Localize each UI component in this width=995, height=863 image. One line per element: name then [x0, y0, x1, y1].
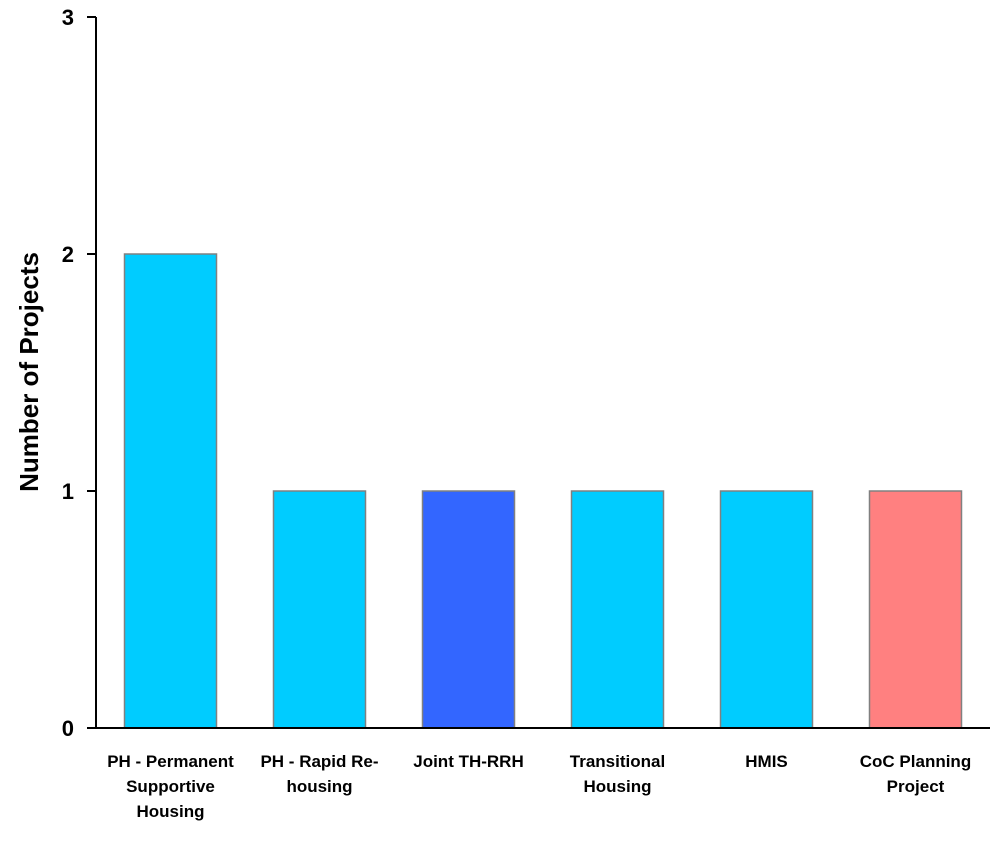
y-tick-label: 3: [62, 5, 74, 30]
x-tick-label: Transitional Housing: [569, 752, 666, 796]
y-tick-label: 0: [62, 716, 74, 741]
bar: [719, 490, 814, 729]
y-tick-label: 2: [62, 242, 74, 267]
bars: [123, 253, 963, 729]
x-tick-label: PH - Permanent Supportive Housing: [107, 752, 234, 821]
y-axis-label: Number of Projects: [14, 252, 44, 492]
bar: [123, 253, 218, 729]
x-tick-label: CoC Planning Project: [859, 752, 972, 796]
x-tick-label: PH - Rapid Re-housing: [260, 752, 379, 796]
bar: [570, 490, 665, 729]
y-tick-label: 1: [62, 479, 74, 504]
bar: [868, 490, 963, 729]
x-tick-label: Joint TH-RRH: [413, 752, 524, 771]
bar: [421, 490, 516, 729]
x-tick-label: HMIS: [745, 752, 788, 771]
bar: [272, 490, 367, 729]
y-axis: 0 1 2 3: [62, 5, 97, 741]
